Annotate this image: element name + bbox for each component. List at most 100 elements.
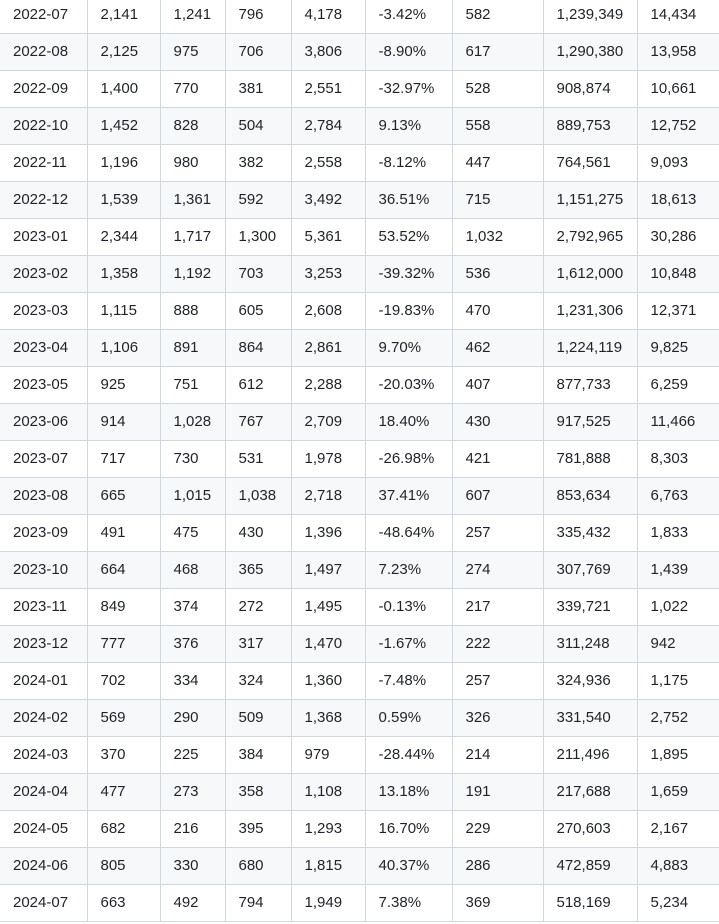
table-cell-col-2: 1,452 [86,107,161,145]
table-cell-col-5: 1,368 [290,699,366,737]
table-cell-col-4: 430 [224,514,292,552]
table-row: 2022-08 2,125 975 706 3,806 -8.90% 617 1,290,38… [0,33,719,71]
table-row: 2022-09 1,400 770 381 2,551 -32.97% 528 908,874… [0,70,719,108]
table-row: 2022-11 1,196 980 382 2,558 -8.12% 447 764,561 9… [0,144,719,182]
table-cell-month: 2023-05 [0,366,88,404]
table-cell-col-7: 715 [451,181,544,219]
table-cell-col-5: 2,558 [290,144,366,182]
table-cell-col-8: 335,432 [542,514,638,552]
table-cell-col-3: 290 [159,699,226,737]
table-cell-col-2: 914 [86,403,161,441]
table-cell-month: 2024-07 [0,884,88,922]
table-cell-col-9: 1,895 [636,736,719,774]
table-cell-col-2: 702 [86,662,161,700]
table-cell-col-9: 1,659 [636,773,719,811]
table-cell-change-pct: -0.13% [364,588,453,626]
table-cell-col-4: 605 [224,292,292,330]
table-cell-col-2: 477 [86,773,161,811]
table-cell-col-4: 796 [224,0,292,34]
table-cell-col-7: 582 [451,0,544,34]
table-cell-change-pct: -8.12% [364,144,453,182]
table-cell-col-4: 384 [224,736,292,774]
table-cell-col-2: 717 [86,440,161,478]
table-cell-col-9: 5,234 [636,884,719,922]
table-cell-col-9: 4,883 [636,847,719,885]
table-cell-col-5: 1,293 [290,810,366,848]
table-cell-col-2: 1,196 [86,144,161,182]
table-cell-col-3: 975 [159,33,226,71]
table-cell-col-2: 665 [86,477,161,515]
table-cell-month: 2023-11 [0,588,88,626]
table-cell-change-pct: 37.41% [364,477,453,515]
table-cell-col-5: 2,551 [290,70,366,108]
table-cell-col-9: 942 [636,625,719,663]
table-cell-col-3: 374 [159,588,226,626]
table-cell-col-9: 1,175 [636,662,719,700]
table-cell-col-9: 14,434 [636,0,719,34]
table-cell-col-4: 592 [224,181,292,219]
table-cell-col-8: 472,859 [542,847,638,885]
table-row: 2024-07 663 492 794 1,949 7.38% 369 518,169 5,23… [0,884,719,922]
table-cell-col-8: 311,248 [542,625,638,663]
table-cell-col-3: 770 [159,70,226,108]
table-cell-col-2: 569 [86,699,161,737]
table-row: 2024-03 370 225 384 979 -28.44% 214 211,496 1,89… [0,736,719,774]
table-cell-col-7: 407 [451,366,544,404]
table-cell-col-3: 216 [159,810,226,848]
table-cell-col-7: 229 [451,810,544,848]
table-cell-col-4: 864 [224,329,292,367]
table-cell-col-7: 214 [451,736,544,774]
table-cell-col-8: 1,224,119 [542,329,638,367]
table-cell-col-7: 470 [451,292,544,330]
table-cell-col-9: 1,439 [636,551,719,589]
table-cell-col-3: 334 [159,662,226,700]
table-row: 2024-06 805 330 680 1,815 40.37% 286 472,859 4,8… [0,847,719,885]
table-cell-col-4: 706 [224,33,292,71]
table-cell-change-pct: 7.38% [364,884,453,922]
table-cell-col-9: 12,752 [636,107,719,145]
table-cell-col-5: 1,108 [290,773,366,811]
table-cell-col-2: 2,141 [86,0,161,34]
table-cell-change-pct: -1.67% [364,625,453,663]
table-cell-col-5: 2,861 [290,329,366,367]
table-cell-col-7: 528 [451,70,544,108]
table-cell-col-8: 889,753 [542,107,638,145]
table-cell-change-pct: 16.70% [364,810,453,848]
table-cell-change-pct: -8.90% [364,33,453,71]
table-cell-col-5: 3,253 [290,255,366,293]
table-cell-col-2: 664 [86,551,161,589]
table-cell-col-2: 370 [86,736,161,774]
table-cell-col-4: 612 [224,366,292,404]
table-row: 2023-07 717 730 531 1,978 -26.98% 421 781,888 8,… [0,440,719,478]
table-row: 2023-04 1,106 891 864 2,861 9.70% 462 1,224,119… [0,329,719,367]
table-cell-col-2: 849 [86,588,161,626]
table-cell-col-4: 358 [224,773,292,811]
table-cell-col-2: 1,358 [86,255,161,293]
table-row: 2024-05 682 216 395 1,293 16.70% 229 270,603 2,1… [0,810,719,848]
table-cell-col-8: 1,612,000 [542,255,638,293]
table-cell-col-9: 9,825 [636,329,719,367]
table-cell-month: 2023-08 [0,477,88,515]
table-cell-col-5: 1,949 [290,884,366,922]
table-cell-col-7: 217 [451,588,544,626]
table-cell-month: 2022-09 [0,70,88,108]
table-cell-col-5: 3,806 [290,33,366,71]
table-cell-col-7: 536 [451,255,544,293]
table-cell-col-2: 491 [86,514,161,552]
table-row: 2023-03 1,115 888 605 2,608 -19.83% 470 1,231,3… [0,292,719,330]
table-cell-col-3: 475 [159,514,226,552]
table-cell-col-4: 381 [224,70,292,108]
table-cell-col-5: 1,470 [290,625,366,663]
table-cell-col-8: 781,888 [542,440,638,478]
table-cell-col-9: 6,763 [636,477,719,515]
table-cell-col-7: 462 [451,329,544,367]
table-cell-month: 2023-01 [0,218,88,256]
table-cell-col-8: 917,525 [542,403,638,441]
table-cell-col-8: 324,936 [542,662,638,700]
table-cell-col-3: 1,028 [159,403,226,441]
table-cell-col-8: 1,151,275 [542,181,638,219]
table-cell-change-pct: 9.13% [364,107,453,145]
table-cell-col-9: 1,833 [636,514,719,552]
table-cell-col-2: 663 [86,884,161,922]
